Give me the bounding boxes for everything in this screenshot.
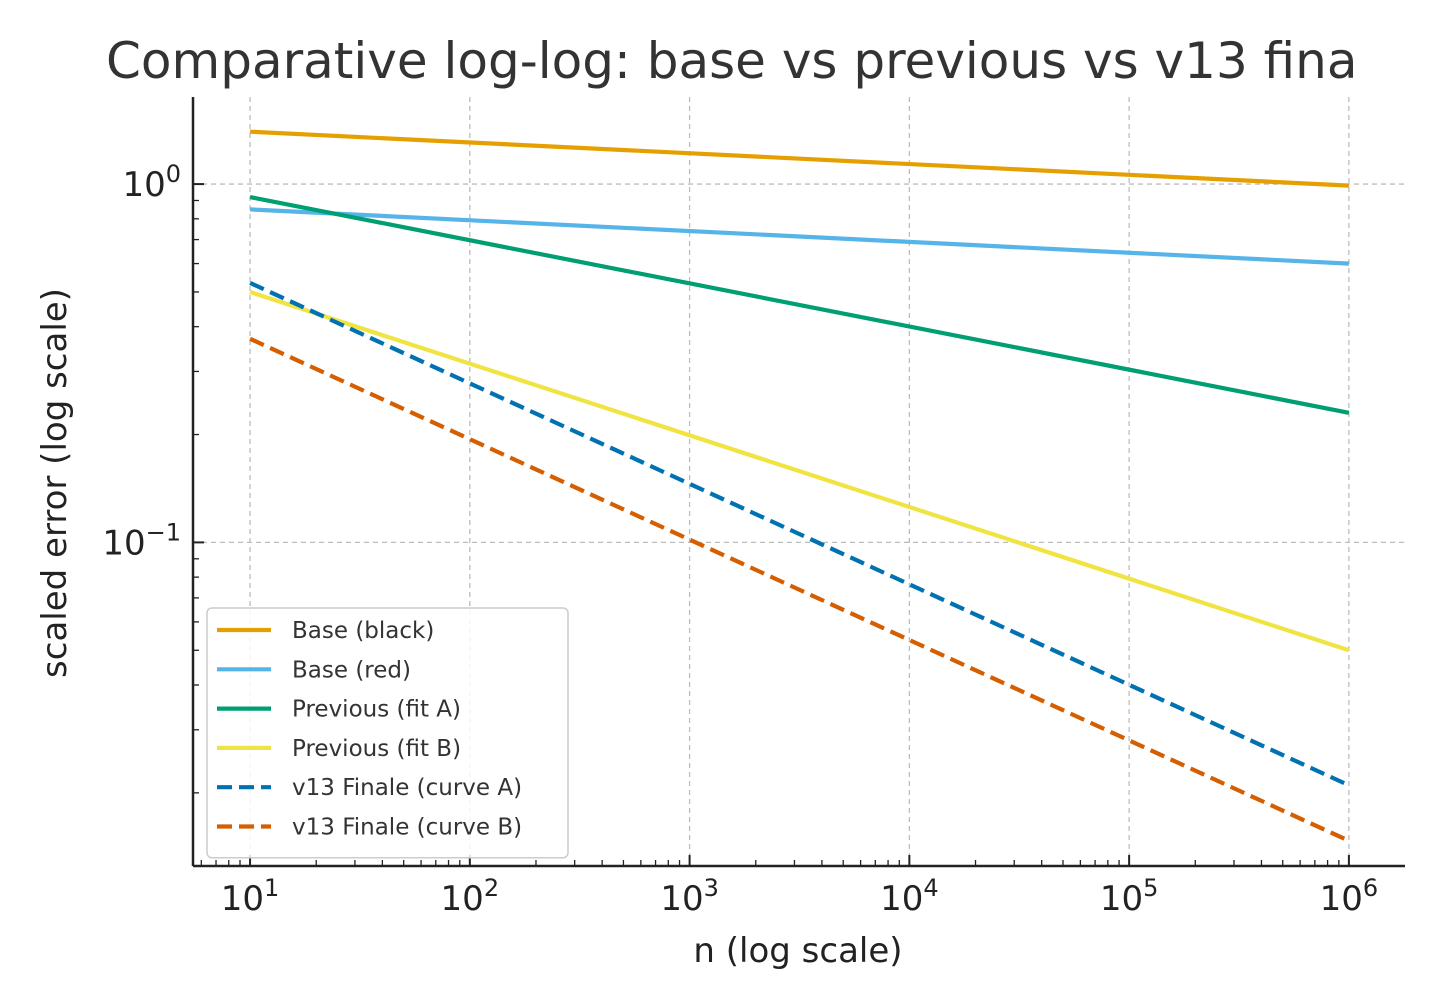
series-line-5 — [249, 336, 1350, 843]
series-lines — [249, 129, 1350, 843]
x-tick-label-4: 105 — [1100, 874, 1159, 919]
legend-label-5: v13 Finale (curve B) — [292, 815, 522, 841]
x-tick-base-2: 10 — [660, 879, 703, 919]
y-tick-base-1: 10 — [102, 523, 145, 563]
legend-label-2: Previous (fit A) — [292, 697, 461, 723]
x-tick-exp-1: 2 — [484, 874, 499, 902]
y-tick-label-1: 10−1 — [102, 518, 181, 563]
legend-frame — [206, 607, 569, 859]
legend-label-3: Previous (fit B) — [292, 736, 461, 762]
series-line-2 — [249, 195, 1350, 415]
x-tick-base-5: 10 — [1320, 879, 1363, 919]
chart-title: Comparative log-log: base vs previous vs… — [106, 32, 1358, 90]
y-tick-exp-1: −1 — [146, 518, 181, 546]
series-line-3 — [249, 290, 1350, 653]
x-tick-label-5: 106 — [1320, 874, 1379, 919]
y-tick-base-0: 10 — [122, 165, 165, 205]
y-tick-label-0: 100 — [122, 160, 181, 205]
x-tick-exp-2: 3 — [704, 874, 719, 902]
x-tick-exp-5: 6 — [1363, 874, 1378, 902]
x-tick-label-1: 102 — [441, 874, 500, 919]
legend-label-1: Base (red) — [292, 657, 411, 683]
series-line-0 — [249, 129, 1350, 188]
x-tick-label-3: 104 — [880, 874, 939, 919]
x-tick-label-0: 101 — [221, 874, 280, 919]
x-tick-label-2: 103 — [660, 874, 719, 919]
x-tick-exp-3: 4 — [923, 874, 938, 902]
legend-label-0: Base (black) — [292, 618, 434, 644]
axes — [191, 97, 1405, 868]
x-tick-base-3: 10 — [880, 879, 923, 919]
series-line-4 — [249, 280, 1350, 788]
y-axis-label: scaled error (log scale) — [35, 288, 75, 678]
legend-label-4: v13 Finale (curve A) — [292, 775, 522, 801]
x-tick-base-1: 10 — [441, 879, 484, 919]
legend: Base (black) Base (red) Previous (fit A) Pr… — [206, 607, 569, 859]
x-tick-exp-0: 1 — [264, 874, 279, 902]
y-tick-exp-0: 0 — [166, 160, 181, 188]
series-line-1 — [249, 207, 1350, 266]
x-axis-label: n (log scale) — [693, 931, 902, 971]
x-tick-base-0: 10 — [221, 879, 264, 919]
x-tick-exp-4: 5 — [1143, 874, 1158, 902]
x-tick-base-4: 10 — [1100, 879, 1143, 919]
